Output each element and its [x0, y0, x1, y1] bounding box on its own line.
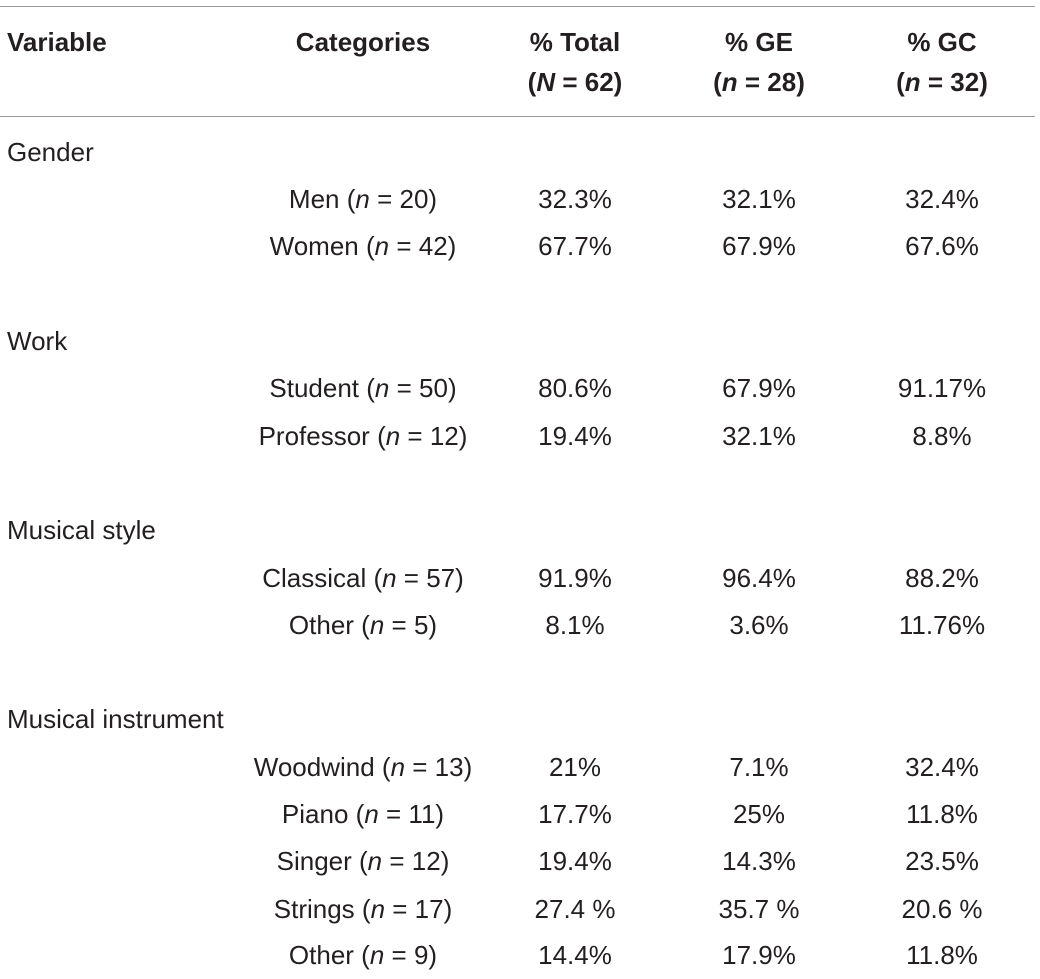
ge-cell: 7.1%	[729, 752, 789, 782]
header-ge: % GE (n = 28)	[713, 27, 805, 97]
total-cell: 8.1%	[545, 610, 605, 640]
category-cell: Professor (n = 12)	[258, 421, 468, 451]
category-cell: Other (n = 9)	[288, 940, 438, 970]
header-bottom-rule	[0, 116, 1035, 117]
total-cell: 21%	[548, 752, 602, 782]
group-label: Musical instrument	[7, 704, 224, 734]
group-label: Gender	[7, 137, 94, 167]
gc-cell: 32.4%	[905, 184, 979, 214]
total-cell: 14.4%	[538, 940, 612, 970]
total-cell: 67.7%	[538, 231, 612, 261]
ge-cell: 14.3%	[722, 846, 796, 876]
category-cell: Woodwind (n = 13)	[253, 752, 473, 782]
gc-cell: 11.8%	[906, 799, 978, 829]
table-row: Woodwind (n = 13) 21% 7.1% 32.4%	[0, 744, 1040, 791]
ge-cell: 67.9%	[722, 373, 796, 403]
group-row-gender: Gender	[0, 129, 1040, 176]
gc-cell: 20.6 %	[901, 894, 983, 924]
total-cell: 27.4 %	[534, 894, 616, 924]
category-cell: Piano (n = 11)	[281, 799, 445, 829]
gc-cell: 32.4%	[905, 752, 979, 782]
ge-cell: 35.7 %	[718, 894, 800, 924]
gc-cell: 88.2%	[905, 563, 979, 593]
total-cell: 19.4%	[538, 846, 612, 876]
category-cell: Men (n = 20)	[288, 184, 438, 214]
header-categories: Categories	[295, 27, 431, 57]
ge-cell: 17.9%	[722, 940, 796, 970]
table-row: Men (n = 20) 32.3% 32.1% 32.4%	[0, 176, 1040, 223]
total-cell: 17.7%	[538, 799, 612, 829]
total-cell: 80.6%	[538, 373, 612, 403]
ge-cell: 32.1%	[722, 184, 796, 214]
ge-cell: 67.9%	[722, 231, 796, 261]
group-row-musical-style: Musical style	[0, 507, 1040, 554]
n-symbol: N	[536, 67, 556, 97]
table-row: Singer (n = 12) 19.4% 14.3% 23.5%	[0, 838, 1040, 885]
ge-cell: 3.6%	[729, 610, 789, 640]
gc-cell: 23.5%	[905, 846, 979, 876]
total-cell: 32.3%	[538, 184, 612, 214]
header-gc: % GC (n = 32)	[896, 27, 988, 97]
gc-cell: 11.8%	[906, 940, 978, 970]
ge-cell: 32.1%	[722, 421, 796, 451]
gc-cell: 8.8%	[912, 421, 972, 451]
total-cell: 91.9%	[538, 563, 612, 593]
category-cell: Singer (n = 12)	[276, 846, 450, 876]
n-symbol: n	[904, 67, 921, 97]
group-row-work: Work	[0, 318, 1040, 365]
gc-cell: 11.76%	[898, 610, 986, 640]
ge-cell: 25%	[732, 799, 786, 829]
group-row-musical-instrument: Musical instrument	[0, 696, 1040, 743]
header-total: % Total (N = 62)	[527, 27, 623, 97]
gc-cell: 91.17%	[897, 373, 987, 403]
category-cell: Other (n = 5)	[288, 610, 438, 640]
group-label: Musical style	[7, 515, 156, 545]
ge-cell: 96.4%	[722, 563, 796, 593]
header-variable: Variable	[7, 27, 107, 57]
category-cell: Strings (n = 17)	[273, 894, 453, 924]
table-row: Strings (n = 17) 27.4 % 35.7 % 20.6 %	[0, 886, 1040, 933]
total-cell: 19.4%	[538, 421, 612, 451]
table-row: Piano (n = 11) 17.7% 25% 11.8%	[0, 791, 1040, 838]
category-cell: Student (n = 50)	[269, 373, 457, 403]
table-row: Other (n = 5) 8.1% 3.6% 11.76%	[0, 602, 1040, 649]
group-label: Work	[7, 326, 68, 356]
table-row: Other (n = 9) 14.4% 17.9% 11.8%	[0, 932, 1040, 979]
table-row: Women (n = 42) 67.7% 67.9% 67.6%	[0, 223, 1040, 270]
category-cell: Women (n = 42)	[269, 231, 457, 261]
table-top-rule	[0, 6, 1035, 7]
table-row: Student (n = 50) 80.6% 67.9% 91.17%	[0, 365, 1040, 412]
category-cell: Classical (n = 57)	[262, 563, 464, 593]
n-symbol: n	[721, 67, 738, 97]
table-row: Classical (n = 57) 91.9% 96.4% 88.2%	[0, 555, 1040, 602]
table-row: Professor (n = 12) 19.4% 32.1% 8.8%	[0, 413, 1040, 460]
gc-cell: 67.6%	[905, 231, 979, 261]
